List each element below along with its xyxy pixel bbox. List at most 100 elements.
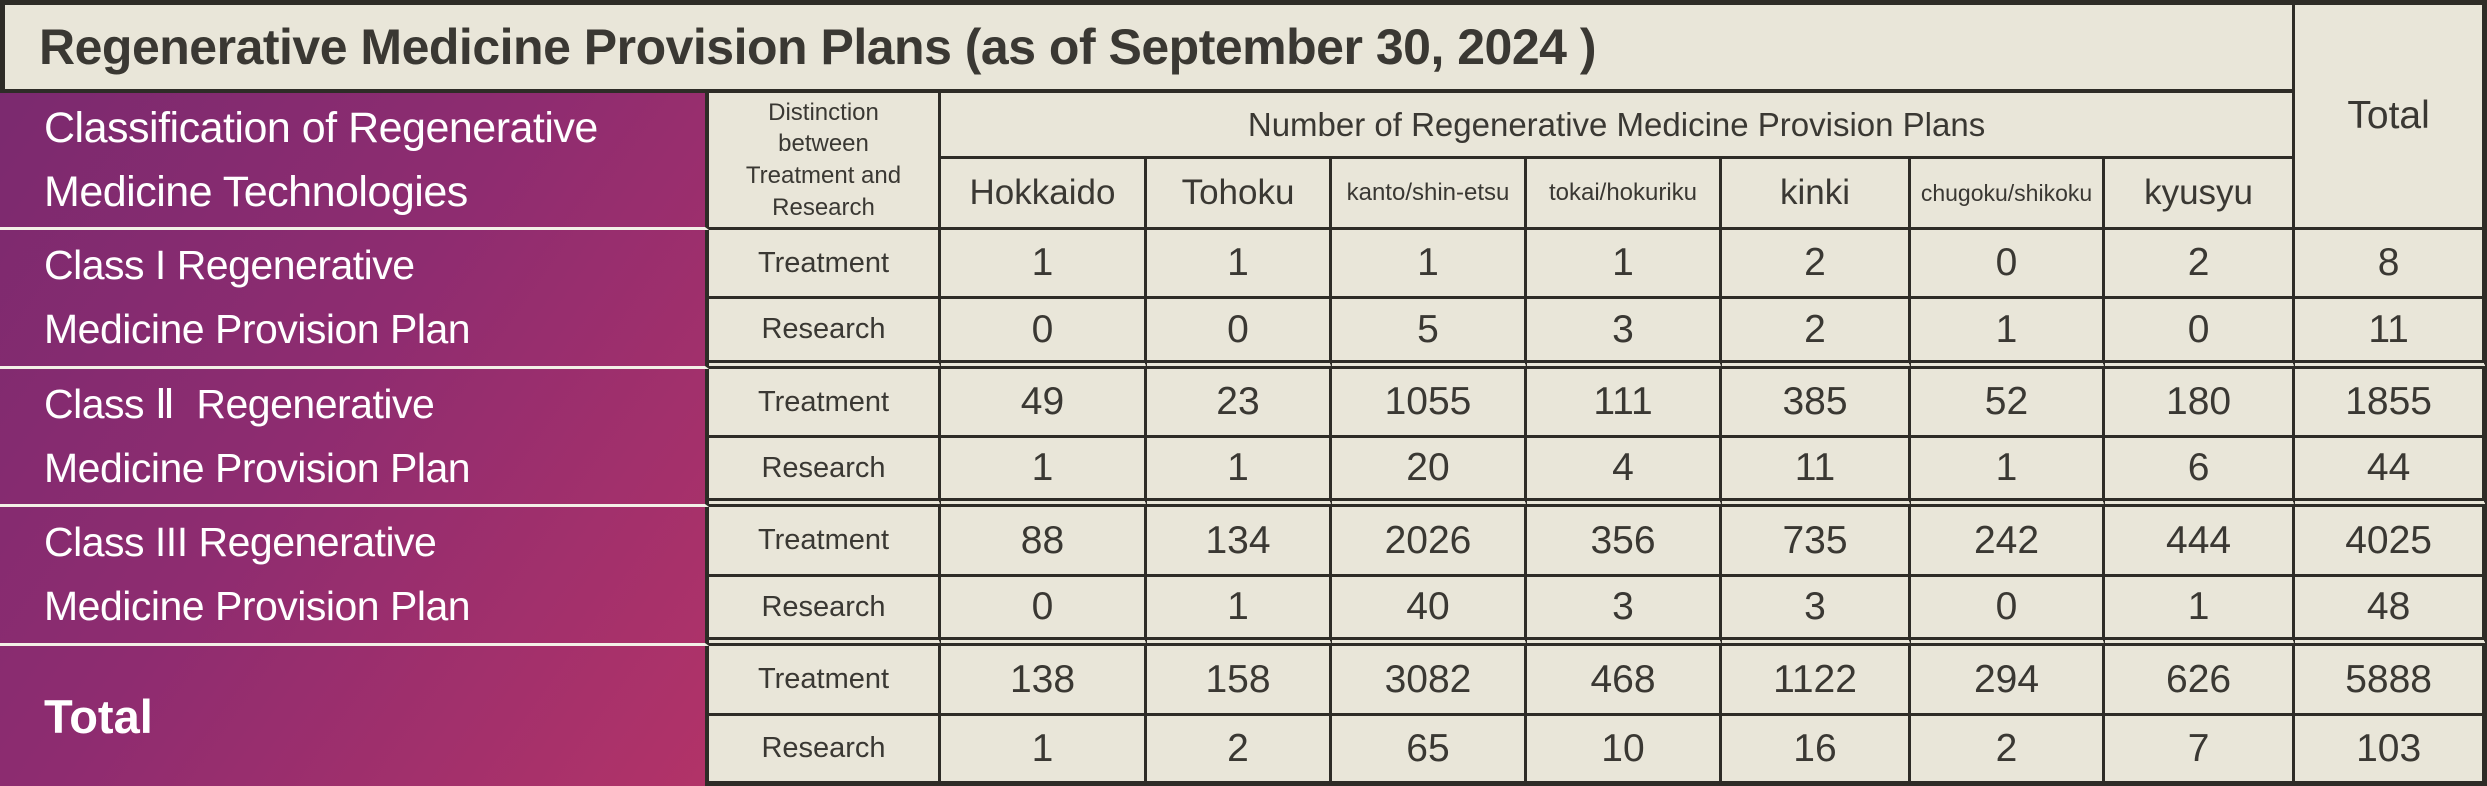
row-total-cell: 103 [2295, 716, 2487, 786]
value-cell: 1 [1332, 230, 1527, 299]
value-cell: 3 [1527, 299, 1722, 369]
column-header-classification: Classification of Regenerative Medicine … [0, 93, 709, 230]
value-cell: 1 [941, 438, 1147, 507]
value-cell: 23 [1147, 369, 1332, 438]
value-cell: 180 [2105, 369, 2296, 438]
value-cell: 626 [2105, 646, 2296, 716]
value-cell: 2026 [1332, 507, 1527, 577]
value-cell: 2 [2105, 230, 2296, 299]
column-header-tohoku: Tohoku [1147, 159, 1332, 230]
value-cell: 1 [941, 716, 1147, 786]
value-cell: 1055 [1332, 369, 1527, 438]
column-header-chugoku-shikoku: chugoku/shikoku [1911, 159, 2105, 230]
value-cell: 20 [1332, 438, 1527, 507]
value-cell: 735 [1722, 507, 1911, 577]
column-header-distinction: Distinction between Treatment and Resear… [709, 93, 941, 230]
column-header-total: Total [2295, 0, 2487, 230]
row-group-label-class2: Class Ⅱ Regenerative Medicine Provision … [0, 369, 709, 507]
figure-title-cell: Regenerative Medicine Provision Plans (a… [0, 0, 2296, 93]
value-cell: 65 [1332, 716, 1527, 786]
row-total-cell: 11 [2295, 299, 2487, 369]
value-cell: 1122 [1722, 646, 1911, 716]
value-cell: 0 [1911, 577, 2105, 646]
value-cell: 385 [1722, 369, 1911, 438]
row-group-label-line1: Class Ⅱ Regenerative [44, 380, 435, 427]
value-cell: 2 [1722, 299, 1911, 369]
value-cell: 1 [1147, 438, 1332, 507]
row-total-cell: 5888 [2295, 646, 2487, 716]
column-header-kinki: kinki [1722, 159, 1911, 230]
column-header-hokkaido: Hokkaido [941, 159, 1147, 230]
column-header-kanto-shin-etsu: kanto/shin-etsu [1332, 159, 1527, 230]
value-cell: 134 [1147, 507, 1332, 577]
value-cell: 52 [1911, 369, 2105, 438]
distinction-cell: Treatment [709, 646, 941, 716]
distinction-header-line1: Distinction [768, 98, 879, 126]
value-cell: 10 [1527, 716, 1722, 786]
row-group-label-total: Total [0, 646, 709, 786]
row-group-label-class3: Class III Regenerative Medicine Provisio… [0, 507, 709, 646]
distinction-header-line2: between [778, 130, 869, 158]
value-cell: 49 [941, 369, 1147, 438]
distinction-cell: Research [709, 577, 941, 646]
value-cell: 4 [1527, 438, 1722, 507]
column-header-tokai-hokuriku: tokai/hokuriku [1527, 159, 1722, 230]
value-cell: 111 [1527, 369, 1722, 438]
distinction-header-line4: Research [772, 193, 875, 221]
value-cell: 40 [1332, 577, 1527, 646]
value-cell: 6 [2105, 438, 2296, 507]
value-cell: 3 [1527, 577, 1722, 646]
value-cell: 5 [1332, 299, 1527, 369]
value-cell: 2 [1911, 716, 2105, 786]
distinction-cell: Treatment [709, 230, 941, 299]
distinction-cell: Research [709, 716, 941, 786]
row-total-cell: 44 [2295, 438, 2487, 507]
distinction-cell: Research [709, 299, 941, 369]
value-cell: 1 [1147, 230, 1332, 299]
value-cell: 1 [941, 230, 1147, 299]
value-cell: 1 [2105, 577, 2296, 646]
column-group-header: Number of Regenerative Medicine Provisio… [941, 93, 2296, 159]
row-total-cell: 48 [2295, 577, 2487, 646]
classification-header-line1: Classification of Regenerative [44, 103, 598, 152]
value-cell: 242 [1911, 507, 2105, 577]
row-total-cell: 8 [2295, 230, 2487, 299]
value-cell: 444 [2105, 507, 2296, 577]
value-cell: 2 [1147, 716, 1332, 786]
value-cell: 0 [941, 577, 1147, 646]
row-group-label-line1: Total [44, 689, 153, 743]
distinction-header-line3: Treatment and [745, 162, 902, 189]
row-total-cell: 4025 [2295, 507, 2487, 577]
value-cell: 2 [1722, 230, 1911, 299]
value-cell: 1 [1911, 299, 2105, 369]
row-group-label-line1: Class I Regenerative [44, 242, 415, 289]
distinction-cell: Treatment [709, 369, 941, 438]
value-cell: 158 [1147, 646, 1332, 716]
row-group-label-line2: Medicine Provision Plan [44, 306, 471, 352]
value-cell: 88 [941, 507, 1147, 577]
value-cell: 1 [1147, 577, 1332, 646]
value-cell: 16 [1722, 716, 1911, 786]
distinction-cell: Research [709, 438, 941, 507]
value-cell: 294 [1911, 646, 2105, 716]
classification-header-line2: Medicine Technologies [44, 168, 468, 216]
value-cell: 0 [2105, 299, 2296, 369]
row-group-label-line2: Medicine Provision Plan [44, 583, 471, 629]
row-total-cell: 1855 [2295, 369, 2487, 438]
value-cell: 11 [1722, 438, 1911, 507]
value-cell: 138 [941, 646, 1147, 716]
value-cell: 3082 [1332, 646, 1527, 716]
value-cell: 0 [1911, 230, 2105, 299]
column-header-kyusyu: kyusyu [2105, 159, 2296, 230]
value-cell: 1 [1911, 438, 2105, 507]
value-cell: 3 [1722, 577, 1911, 646]
page-title: Regenerative Medicine Provision Plans (a… [39, 19, 1597, 75]
value-cell: 1 [1527, 230, 1722, 299]
value-cell: 468 [1527, 646, 1722, 716]
value-cell: 0 [1147, 299, 1332, 369]
classification-column-gradient [0, 85, 710, 786]
value-cell: 7 [2105, 716, 2296, 786]
row-group-label-line1: Class III Regenerative [44, 519, 437, 566]
